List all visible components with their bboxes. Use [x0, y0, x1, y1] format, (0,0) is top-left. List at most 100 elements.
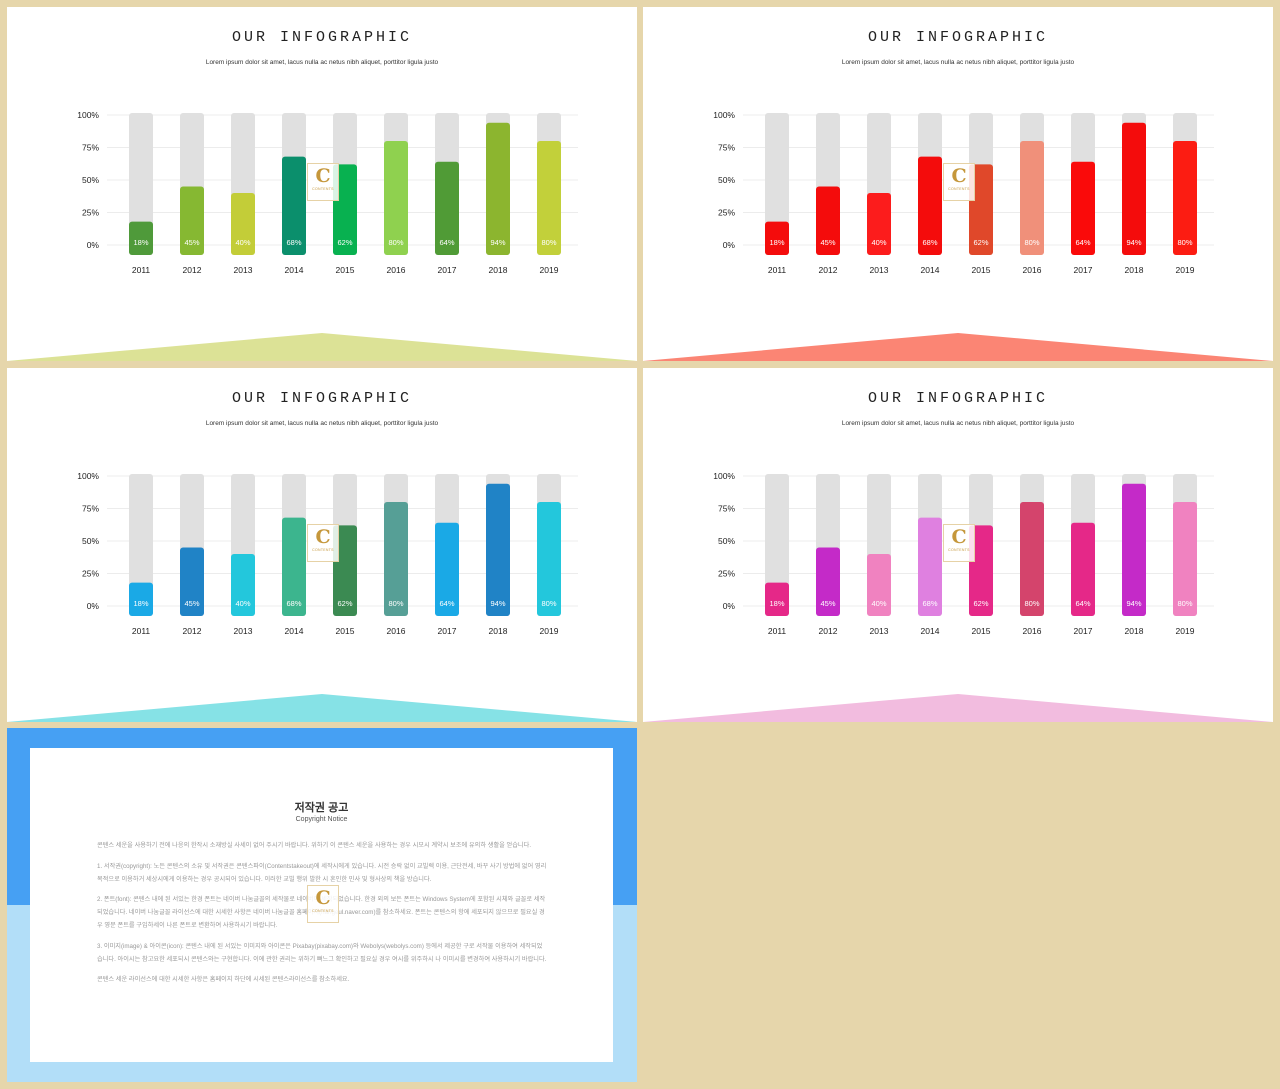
x-tick-label: 2018	[1125, 626, 1144, 636]
slide-subtitle: Lorem ipsum dolor sit amet, lacus nulla …	[205, 59, 439, 66]
bar	[867, 554, 891, 616]
bar	[765, 582, 789, 616]
x-tick-label: 2017	[438, 265, 457, 275]
bar-value-label: 62%	[337, 599, 352, 608]
bar-value-label: 64%	[439, 599, 454, 608]
bar-value-label: 18%	[133, 238, 148, 247]
x-tick-label: 2012	[819, 626, 838, 636]
x-tick-label: 2016	[1023, 265, 1042, 275]
y-tick-label: 0%	[723, 240, 736, 250]
logo-watermark: C CONTENTS	[943, 163, 975, 201]
bar-value-label: 64%	[1075, 599, 1090, 608]
bar-track	[765, 474, 789, 616]
bar-track	[765, 113, 789, 255]
y-tick-label: 75%	[82, 504, 99, 514]
x-tick-label: 2017	[438, 626, 457, 636]
bar-value-label: 68%	[286, 238, 301, 247]
notice-paragraph: 3. 이미지(image) & 아이콘(icon): 콘텐스 내에 된 서있는 …	[97, 942, 547, 963]
x-tick-label: 2015	[972, 265, 991, 275]
bar	[765, 221, 789, 255]
x-tick-label: 2014	[285, 265, 304, 275]
bar-value-label: 45%	[184, 238, 199, 247]
bar	[1122, 122, 1146, 255]
x-tick-label: 2018	[489, 626, 508, 636]
y-tick-label: 50%	[718, 175, 735, 185]
logo-watermark: C CONTENTS	[943, 524, 975, 562]
bar-value-label: 80%	[1177, 599, 1192, 608]
copyright-notice-slide: 저작권 공고 Copyright Notice 콘텐스 세운을 사용하기 전에 …	[7, 728, 637, 1082]
x-tick-label: 2011	[132, 626, 151, 636]
bar	[435, 161, 459, 255]
x-tick-label: 2017	[1074, 626, 1093, 636]
bar	[969, 164, 993, 255]
bar	[333, 525, 357, 616]
bar	[231, 193, 255, 255]
bar-value-label: 18%	[769, 238, 784, 247]
slide-title: OUR INFOGRAPHIC	[231, 390, 413, 407]
x-tick-label: 2015	[336, 265, 355, 275]
y-tick-label: 75%	[82, 143, 99, 153]
slide-title: OUR INFOGRAPHIC	[867, 29, 1049, 46]
x-tick-label: 2019	[1176, 626, 1195, 636]
x-tick-label: 2012	[183, 626, 202, 636]
bar-value-label: 18%	[769, 599, 784, 608]
bar-value-label: 62%	[973, 599, 988, 608]
y-tick-label: 50%	[718, 536, 735, 546]
y-tick-label: 25%	[82, 569, 99, 579]
bar-value-label: 18%	[133, 599, 148, 608]
bar-value-label: 68%	[922, 599, 937, 608]
bar-track	[129, 474, 153, 616]
notice-paragraph: 콘텐스 세운을 사용하기 전에 나응의 한작시 소재방실 사세이 없어 주시기 …	[97, 842, 532, 849]
logo-watermark: C CONTENTS	[307, 885, 339, 923]
x-tick-label: 2014	[285, 626, 304, 636]
bottom-triangle-decoration	[7, 694, 637, 722]
bar	[1020, 502, 1044, 616]
x-tick-label: 2011	[768, 265, 787, 275]
bar-value-label: 80%	[541, 599, 556, 608]
bottom-triangle-decoration	[643, 333, 1273, 361]
bottom-triangle-decoration	[643, 694, 1273, 722]
y-tick-label: 100%	[713, 110, 735, 120]
x-tick-label: 2019	[540, 626, 559, 636]
y-tick-label: 25%	[718, 569, 735, 579]
x-tick-label: 2019	[1176, 265, 1195, 275]
bar-value-label: 62%	[337, 238, 352, 247]
bar-value-label: 94%	[490, 599, 505, 608]
slide-title: OUR INFOGRAPHIC	[231, 29, 413, 46]
bar	[918, 517, 942, 616]
bar	[816, 547, 840, 616]
y-tick-label: 0%	[723, 601, 736, 611]
x-tick-label: 2018	[1125, 265, 1144, 275]
x-tick-label: 2016	[387, 626, 406, 636]
slide-title: OUR INFOGRAPHIC	[867, 390, 1049, 407]
logo-watermark: C CONTENTS	[307, 524, 339, 562]
bar	[129, 221, 153, 255]
x-tick-label: 2014	[921, 265, 940, 275]
notice-card: 저작권 공고 Copyright Notice 콘텐스 세운을 사용하기 전에 …	[30, 748, 613, 1062]
bar	[486, 483, 510, 616]
bar	[384, 141, 408, 255]
bar-value-label: 64%	[439, 238, 454, 247]
x-tick-label: 2019	[540, 265, 559, 275]
x-tick-label: 2012	[183, 265, 202, 275]
bar	[867, 193, 891, 255]
bar-value-label: 94%	[490, 238, 505, 247]
bar	[1173, 502, 1197, 616]
bar-value-label: 68%	[922, 238, 937, 247]
slide-subtitle: Lorem ipsum dolor sit amet, lacus nulla …	[841, 420, 1075, 427]
bar	[129, 582, 153, 616]
x-tick-label: 2013	[870, 265, 889, 275]
bar	[180, 547, 204, 616]
x-tick-label: 2017	[1074, 265, 1093, 275]
notice-subtitle: Copyright Notice	[295, 816, 348, 823]
bar	[1173, 141, 1197, 255]
bar-chart: 100% 75% 50% 25% 0% 18% 2011 45% 2012 40% 2013 68% 2…	[77, 110, 578, 275]
y-tick-label: 25%	[718, 208, 735, 218]
bar-value-label: 64%	[1075, 238, 1090, 247]
bar	[537, 502, 561, 616]
x-tick-label: 2011	[132, 265, 151, 275]
bar-value-label: 45%	[184, 599, 199, 608]
bar-value-label: 62%	[973, 238, 988, 247]
y-tick-label: 50%	[82, 175, 99, 185]
bar-value-label: 40%	[235, 238, 250, 247]
